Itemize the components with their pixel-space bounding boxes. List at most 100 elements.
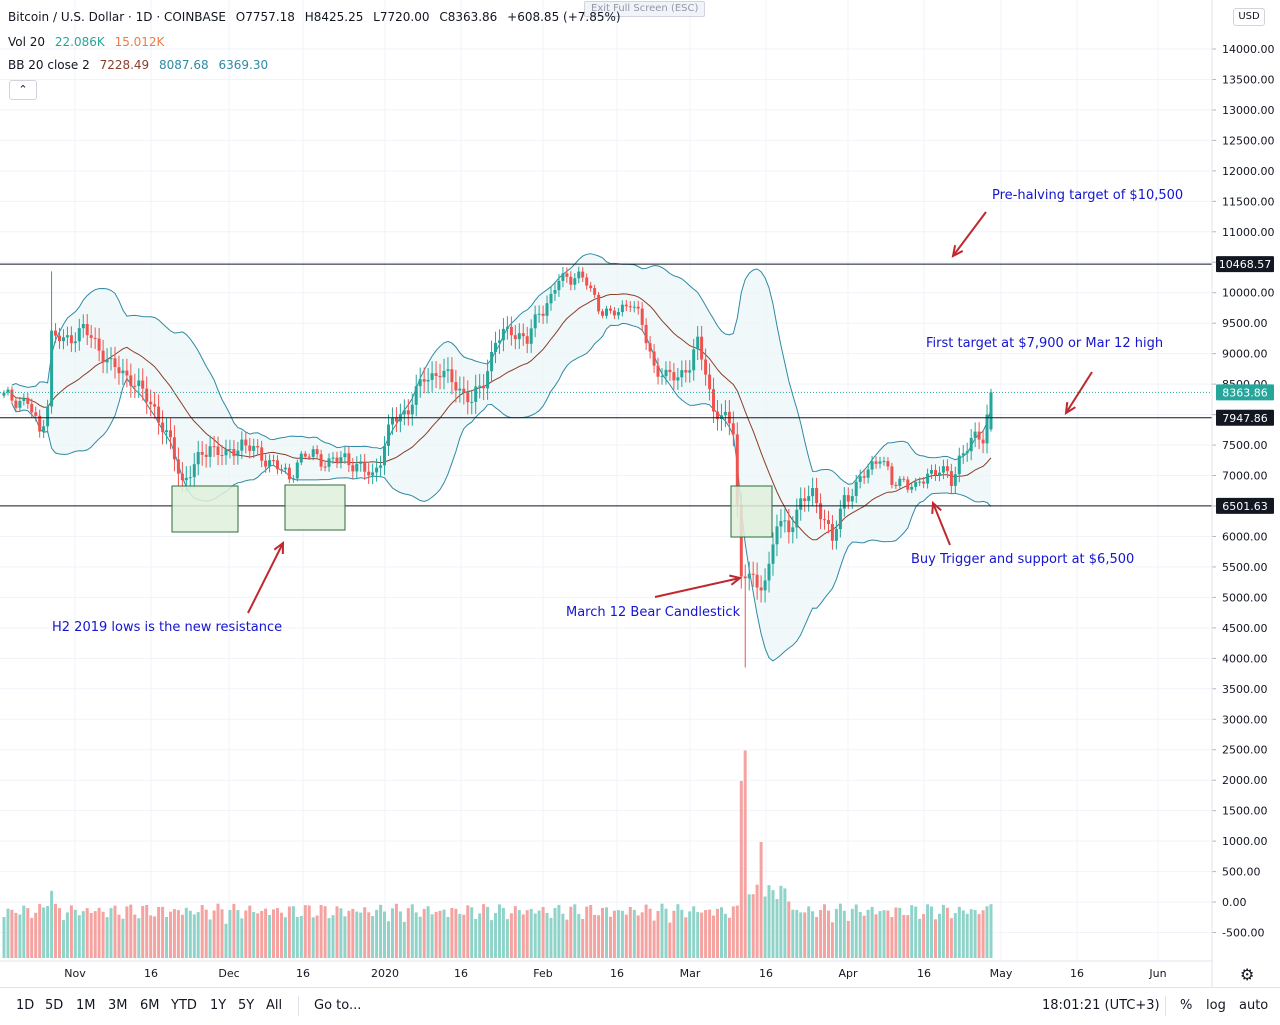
range-1m[interactable]: 1M [76, 998, 96, 1013]
volume-bar [343, 916, 347, 958]
volume-bar [636, 915, 640, 958]
volume-bar [577, 913, 581, 958]
exit-fullscreen-button[interactable]: Exit Full Screen (ESC) [584, 1, 706, 17]
candlestick [747, 561, 751, 591]
volume-bar [240, 918, 244, 958]
volume-bar [537, 910, 541, 958]
candlestick [363, 453, 367, 480]
candlestick [858, 469, 862, 489]
candle-body [799, 498, 803, 510]
arrow-head [951, 245, 964, 258]
time-axis-label: 16 [144, 967, 158, 980]
symbol-title[interactable]: Bitcoin / U.S. Dollar · 1D · COINBASE [8, 10, 226, 24]
volume-bar [581, 919, 585, 958]
volume-bar [117, 914, 121, 958]
range-5y[interactable]: 5Y [238, 998, 255, 1013]
log-toggle[interactable]: log [1206, 998, 1226, 1013]
collapse-legend-button[interactable]: ⌃ [9, 80, 37, 100]
volume-bar [593, 914, 597, 958]
time-axis-label: Mar [680, 967, 701, 980]
candlestick [323, 462, 327, 472]
candle-body [969, 437, 973, 452]
candlestick [799, 487, 803, 521]
candle-body [50, 330, 54, 407]
volume-bar [930, 906, 933, 958]
volume-bar [513, 906, 517, 958]
volume-bar [137, 918, 141, 958]
candle-body [46, 406, 50, 427]
volume-bar [109, 908, 113, 958]
volume-bar [232, 903, 236, 958]
candlestick [22, 393, 26, 406]
candlestick [854, 474, 858, 504]
chart-grid [0, 0, 1212, 961]
candle-body [660, 376, 664, 378]
candle-body [854, 481, 858, 496]
candle-body [450, 369, 454, 383]
volume-bar [648, 908, 652, 958]
price-chart[interactable]: Pre-halving target of $10,500 First targe… [0, 0, 1280, 987]
percent-toggle[interactable]: % [1180, 998, 1193, 1013]
range-6m[interactable]: 6M [140, 998, 160, 1013]
candlestick [945, 459, 949, 478]
range-5d[interactable]: 5D [45, 998, 64, 1013]
clock-readout[interactable]: 18:01:21 (UTC+3) [1042, 998, 1160, 1013]
volume-bar [315, 915, 319, 958]
gear-icon[interactable]: ⚙ [1240, 965, 1255, 984]
volume-bar [359, 912, 363, 958]
price-axis: 14000.00 13500.00 13000.00 12500.00 12000.00… [1211, 0, 1275, 987]
candlestick [65, 326, 69, 346]
candlestick [720, 403, 723, 431]
volume-bar [129, 904, 133, 958]
price-tag-label: 10468.57 [1219, 258, 1272, 271]
volume-bar [553, 908, 557, 958]
candle-body [331, 457, 335, 459]
candle-body [505, 326, 509, 329]
candlestick [914, 478, 918, 491]
candle-body [644, 324, 648, 344]
volume-bar [153, 916, 157, 958]
auto-toggle[interactable]: auto [1239, 998, 1269, 1013]
arrow-shaft [952, 211, 987, 257]
volume-bar [303, 905, 307, 958]
candle-body [410, 404, 414, 415]
price-axis-label: 9500.00 [1222, 317, 1268, 330]
candle-body [827, 520, 830, 524]
candle-body [577, 271, 581, 279]
candle-body [609, 308, 612, 311]
volume-bar [172, 909, 176, 958]
candlestick [834, 520, 838, 550]
range-all[interactable]: All [266, 998, 283, 1013]
range-1d[interactable]: 1D [16, 998, 35, 1013]
volume-bar [426, 906, 430, 958]
volume-legend[interactable]: Vol 20 22.086K 15.012K [8, 35, 170, 49]
candle-body [743, 576, 747, 579]
annotation-pre-halving: Pre-halving target of $10,500 [992, 188, 1183, 203]
candle-body [311, 449, 315, 457]
price-tag-label: 6501.63 [1222, 500, 1268, 513]
bb-legend[interactable]: BB 20 close 2 7228.49 8087.68 6369.30 [8, 58, 274, 72]
candle-body [498, 340, 501, 343]
candlestick [228, 439, 232, 459]
candle-body [93, 337, 97, 339]
candlestick [6, 386, 10, 396]
range-3m[interactable]: 3M [108, 998, 128, 1013]
volume-bar [81, 911, 85, 958]
volume-bar [751, 894, 755, 958]
price-axis-label: 11000.00 [1222, 226, 1275, 239]
annotation-arrow [951, 211, 987, 258]
time-axis-label: 16 [610, 967, 624, 980]
volume-bar [383, 911, 386, 958]
volume-bar [862, 915, 866, 958]
candlestick [894, 481, 898, 490]
candle-body [216, 446, 220, 455]
currency-badge[interactable]: USD [1233, 8, 1265, 26]
candlestick [783, 508, 787, 533]
goto-button[interactable]: Go to... [314, 998, 362, 1013]
candle-body [363, 462, 367, 472]
range-ytd[interactable]: YTD [171, 998, 197, 1013]
candlestick [252, 438, 256, 459]
candle-body [521, 333, 525, 337]
price-axis-label: 7500.00 [1222, 439, 1268, 452]
range-1y[interactable]: 1Y [210, 998, 227, 1013]
